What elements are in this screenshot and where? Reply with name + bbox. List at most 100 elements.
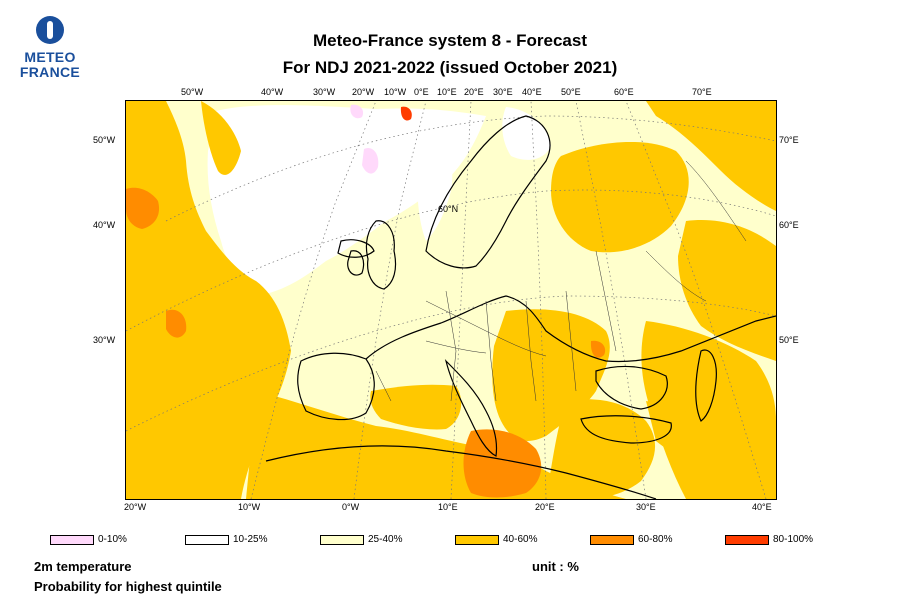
region-60-80-west bbox=[126, 187, 160, 229]
region-10-25-north-atlantic bbox=[207, 105, 486, 296]
border-c bbox=[485, 300, 497, 402]
logo-line-2: FRANCE bbox=[19, 64, 81, 80]
region-0-10-b bbox=[350, 104, 364, 119]
region-80-100-north-atlantic bbox=[400, 106, 412, 121]
legend-swatch-10-25 bbox=[185, 535, 229, 545]
top-tick-50e: 50°E bbox=[561, 87, 581, 97]
coast-iceland bbox=[337, 239, 375, 258]
border-f bbox=[595, 250, 617, 352]
description-label: Probability for highest quintile bbox=[34, 579, 222, 594]
region-40-60-iberia-south bbox=[370, 384, 462, 430]
region-40-60-northeast bbox=[646, 101, 776, 211]
legend-swatch-0-10 bbox=[50, 535, 94, 545]
border-g bbox=[645, 250, 707, 302]
legend-item-80-100: 80-100% bbox=[725, 534, 845, 547]
coast-black-sea bbox=[595, 365, 668, 410]
coast-scandinavia bbox=[425, 115, 551, 269]
legend-label-40-60: 40-60% bbox=[503, 534, 538, 545]
top-tick-10w: 10°W bbox=[384, 87, 407, 97]
meridian-10w bbox=[250, 101, 377, 499]
legend-swatch-40-60 bbox=[455, 535, 499, 545]
coastlines bbox=[265, 115, 776, 499]
meridian-0 bbox=[353, 101, 427, 499]
map-canvas: 60°N bbox=[126, 101, 776, 499]
inner-label-60n: 60°N bbox=[438, 204, 458, 214]
bottom-tick-20w: 20°W bbox=[124, 502, 147, 512]
top-tick-10e: 10°E bbox=[437, 87, 457, 97]
legend-label-60-80: 60-80% bbox=[638, 534, 673, 545]
region-60-80-atlantic bbox=[166, 309, 187, 338]
borders bbox=[375, 160, 747, 402]
right-tick-60e: 60°E bbox=[779, 220, 799, 230]
border-d bbox=[525, 300, 537, 402]
legend-swatch-60-80 bbox=[590, 535, 634, 545]
bottom-tick-40e: 40°E bbox=[752, 502, 772, 512]
top-tick-70e: 70°E bbox=[692, 87, 712, 97]
unit-label: unit : % bbox=[532, 559, 579, 574]
legend-item-0-10: 0-10% bbox=[50, 534, 160, 547]
top-tick-40e: 40°E bbox=[522, 87, 542, 97]
region-60-80-mediterranean bbox=[463, 429, 542, 498]
bottom-tick-10e: 10°E bbox=[438, 502, 458, 512]
coast-italy bbox=[444, 359, 498, 457]
region-40-60-far-east-south bbox=[646, 401, 733, 471]
top-tick-20e: 20°E bbox=[464, 87, 484, 97]
variable-label: 2m temperature bbox=[34, 559, 132, 574]
logo-line-1: METEO bbox=[24, 49, 76, 65]
legend-label-80-100: 80-100% bbox=[773, 534, 814, 545]
border-e bbox=[565, 290, 577, 392]
coast-great-britain bbox=[365, 220, 397, 290]
meridian-30e bbox=[575, 101, 647, 499]
legend-label-0-10: 0-10% bbox=[98, 534, 127, 545]
bottom-tick-20e: 20°E bbox=[535, 502, 555, 512]
border-h bbox=[685, 160, 747, 242]
region-40-60-east bbox=[678, 220, 776, 361]
top-tick-50w: 50°W bbox=[181, 87, 204, 97]
region-0-10-a bbox=[362, 147, 379, 174]
top-tick-30w: 30°W bbox=[313, 87, 336, 97]
forecast-title: Meteo-France system 8 - Forecast bbox=[313, 31, 587, 50]
legend-swatch-25-40 bbox=[320, 535, 364, 545]
region-40-60-balkans bbox=[546, 399, 656, 499]
left-tick-50w: 50°W bbox=[93, 135, 116, 145]
region-60-80-east bbox=[590, 340, 606, 358]
coast-caspian bbox=[695, 349, 717, 422]
right-tick-70e: 70°E bbox=[779, 135, 799, 145]
parallel-70n bbox=[165, 115, 776, 222]
region-40-60-west-atlantic bbox=[126, 101, 291, 499]
right-tick-50e: 50°E bbox=[779, 335, 799, 345]
legend-label-25-40: 25-40% bbox=[368, 534, 403, 545]
logo-text: METEO FRANCE bbox=[14, 50, 86, 80]
coast-iberia bbox=[297, 352, 375, 421]
border-j bbox=[375, 370, 392, 402]
border-a bbox=[425, 300, 547, 357]
top-tick-60e: 60°E bbox=[614, 87, 634, 97]
region-10-25-scandinavia bbox=[417, 121, 453, 241]
bottom-tick-10w: 10°W bbox=[238, 502, 261, 512]
coast-africa-north bbox=[265, 445, 657, 499]
forecast-period: For NDJ 2021-2022 (issued October 2021) bbox=[282, 58, 618, 77]
left-tick-40w: 40°W bbox=[93, 220, 116, 230]
legend-item-60-80: 60-80% bbox=[590, 534, 700, 547]
region-40-60-mid-atlantic bbox=[201, 101, 241, 175]
top-tick-40w: 40°W bbox=[261, 87, 284, 97]
bottom-tick-0w: 0°W bbox=[342, 502, 360, 512]
border-i bbox=[425, 340, 487, 354]
parallel-60n bbox=[126, 189, 776, 332]
legend-item-25-40: 25-40% bbox=[320, 534, 430, 547]
forecast-map: 60°N bbox=[125, 100, 777, 500]
coast-europe-main bbox=[365, 295, 776, 363]
coast-ireland bbox=[347, 250, 365, 276]
left-tick-30w: 30°W bbox=[93, 335, 116, 345]
legend-label-10-25: 10-25% bbox=[233, 534, 268, 545]
region-40-60-russia bbox=[551, 141, 689, 253]
parallel-50n bbox=[126, 295, 776, 432]
legend-swatch-80-100 bbox=[725, 535, 769, 545]
meridian-20e bbox=[530, 101, 547, 499]
meteo-france-emblem-icon bbox=[36, 16, 64, 44]
legend-item-10-25: 10-25% bbox=[185, 534, 295, 547]
border-b bbox=[445, 290, 457, 402]
graticule bbox=[126, 101, 776, 499]
bottom-tick-30e: 30°E bbox=[636, 502, 656, 512]
top-tick-30e: 30°E bbox=[493, 87, 513, 97]
